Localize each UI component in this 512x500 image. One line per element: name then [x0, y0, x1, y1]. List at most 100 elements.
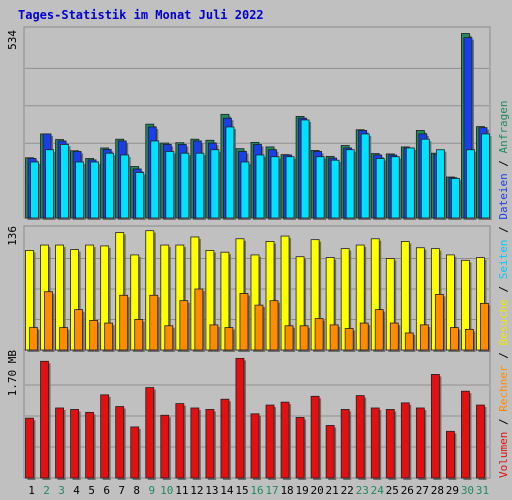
bar-rechner-day-19-body	[299, 325, 309, 351]
x-tick-label-16: 16	[250, 484, 263, 497]
bar-volumen-day-28	[430, 374, 442, 480]
x-tick-label-15: 15	[235, 484, 248, 497]
bar-seiten-day-29-body	[451, 178, 460, 219]
bar-volumen-day-8-body	[130, 426, 140, 479]
x-tick-label-31: 31	[476, 484, 489, 497]
bar-seiten-day-17-body	[270, 156, 280, 219]
bar-seiten-day-2-body	[45, 149, 54, 219]
bar-volumen-day-4-body	[70, 409, 79, 479]
bar-rechner-day-31-body	[480, 302, 489, 351]
bar-rechner-day-21	[329, 324, 341, 352]
bar-rechner-day-12	[194, 288, 205, 352]
bar-volumen-day-29	[446, 430, 457, 480]
bar-seiten-day-22-body	[345, 149, 355, 219]
bar-volumen-day-2-body	[40, 360, 49, 479]
x-tick-label-8: 8	[133, 484, 140, 497]
bar-volumen-day-7-body	[115, 406, 125, 479]
bar-seiten-day-29	[451, 178, 462, 220]
bar-rechner-day-18	[284, 325, 296, 352]
bar-volumen-day-12	[190, 407, 201, 480]
bar-seiten-day-13	[210, 149, 221, 220]
bar-seiten-day-10-body	[165, 151, 175, 219]
bar-volumen-day-12-body	[190, 407, 200, 479]
bar-volumen-day-1	[25, 417, 36, 480]
bar-volumen-day-9	[145, 387, 156, 480]
bar-seiten-day-26	[405, 147, 417, 220]
bar-volumen-day-2	[40, 360, 51, 480]
legend-right: Volumen / Rechner / Besuche / Seiten / D…	[497, 100, 510, 478]
bar-seiten-day-15	[240, 161, 251, 220]
x-tick-label-21: 21	[326, 484, 339, 497]
bar-volumen-day-27	[415, 407, 427, 480]
bar-rechner-day-3-body	[59, 327, 68, 351]
bar-rechner-day-10	[164, 325, 175, 352]
legend-segment-4: Besuche	[497, 299, 510, 345]
bar-rechner-day-27	[419, 324, 431, 352]
bar-volumen-day-15	[235, 357, 246, 480]
bar-rechner-day-13-body	[209, 324, 219, 351]
legend-segment-9: /	[497, 153, 510, 173]
legend-segment-2: Rechner	[497, 365, 510, 412]
bar-volumen-day-17-body	[265, 404, 275, 479]
legend-segment-8: Dateien	[497, 173, 510, 219]
bar-rechner-day-5	[89, 319, 100, 352]
bar-seiten-day-31	[481, 133, 492, 220]
bar-rechner-day-19	[299, 325, 311, 352]
bar-rechner-day-28-body	[434, 293, 444, 351]
bar-rechner-day-26	[404, 332, 416, 352]
bar-seiten-day-20	[315, 156, 327, 220]
bar-volumen-day-10-body	[160, 414, 170, 479]
bar-seiten-day-7-body	[120, 154, 130, 219]
bar-volumen-day-19	[295, 417, 307, 480]
bar-rechner-day-15	[239, 293, 250, 352]
x-tick-label-30: 30	[461, 484, 474, 497]
bar-seiten-day-28	[435, 149, 447, 220]
x-tick-label-2: 2	[43, 484, 50, 497]
y-axis-label-middle: 136	[6, 226, 19, 246]
bar-seiten-day-6	[105, 152, 116, 220]
bar-rechner-day-1-body	[29, 327, 38, 351]
bar-volumen-day-22-body	[340, 409, 350, 479]
x-tick-label-9: 9	[148, 484, 155, 497]
legend-segment-0: Volumen	[497, 432, 510, 478]
x-tick-label-11: 11	[175, 484, 188, 497]
bar-rechner-day-27-body	[419, 324, 429, 351]
bar-volumen-day-5-body	[85, 411, 95, 479]
bar-volumen-day-23	[355, 395, 367, 480]
bar-volumen-day-8	[130, 426, 141, 480]
bar-rechner-day-31	[480, 302, 491, 352]
bar-seiten-day-26-body	[405, 147, 415, 219]
bar-seiten-day-27	[420, 138, 432, 220]
x-tick-label-5: 5	[88, 484, 95, 497]
bar-seiten-day-8	[135, 172, 146, 220]
bar-rechner-day-12-body	[194, 288, 204, 351]
bar-rechner-day-9	[149, 294, 160, 352]
bar-volumen-day-21	[325, 425, 337, 480]
bar-volumen-day-26-body	[400, 402, 410, 479]
bar-rechner-day-10-body	[164, 325, 174, 351]
chart-title: Tages-Statistik im Monat Juli 2022	[18, 8, 264, 22]
bar-rechner-day-29	[450, 327, 461, 352]
bar-rechner-day-30-body	[465, 328, 474, 351]
bar-rechner-day-22-body	[344, 328, 354, 351]
bar-volumen-day-6-body	[100, 394, 110, 479]
bar-seiten-day-9-body	[150, 140, 160, 219]
bar-seiten-day-14	[225, 126, 236, 220]
bar-volumen-day-14-body	[220, 398, 230, 479]
x-tick-label-28: 28	[431, 484, 444, 497]
bar-seiten-day-7	[120, 154, 131, 220]
bar-seiten-day-9	[150, 140, 161, 220]
bar-volumen-day-18	[280, 401, 292, 480]
bar-seiten-day-25-body	[390, 156, 400, 219]
x-tick-label-10: 10	[160, 484, 173, 497]
bar-rechner-day-6-body	[104, 322, 114, 351]
bar-rechner-day-25-body	[389, 322, 399, 351]
bar-rechner-day-28	[434, 293, 446, 352]
bar-rechner-day-11	[179, 300, 190, 352]
bar-seiten-day-4-body	[75, 161, 84, 219]
bar-rechner-day-13	[209, 324, 220, 352]
bar-volumen-day-19-body	[295, 417, 305, 479]
x-tick-label-27: 27	[416, 484, 429, 497]
bar-seiten-day-31-body	[481, 133, 490, 219]
